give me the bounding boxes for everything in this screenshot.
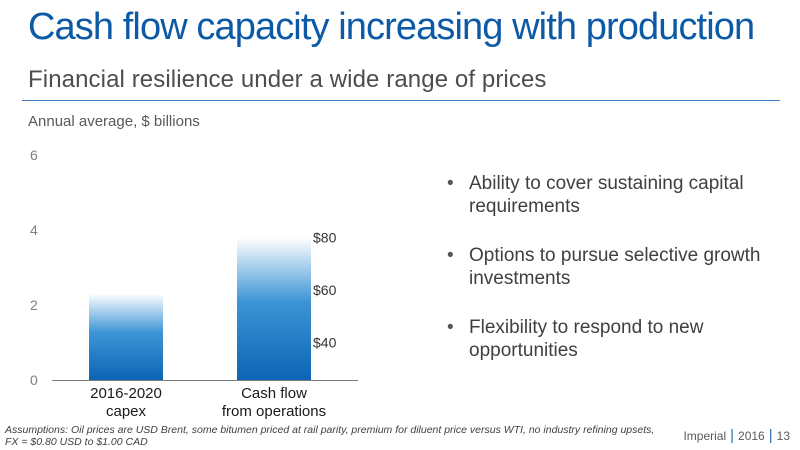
price-annotation: $40 — [313, 335, 337, 351]
bar — [237, 237, 311, 380]
price-annotation: $80 — [313, 230, 337, 246]
x-category-label: 2016-2020 — [90, 385, 162, 402]
footer-separator: | — [730, 427, 735, 444]
footer-year: 2016 — [738, 429, 765, 443]
x-category-label: capex — [106, 403, 147, 420]
key-points-list: Ability to cover sustaining capital requ… — [447, 172, 767, 388]
y-tick-label: 2 — [30, 297, 38, 313]
title-divider — [22, 100, 780, 101]
footer-company: Imperial — [683, 429, 727, 443]
bullet-item: Ability to cover sustaining capital requ… — [447, 172, 767, 218]
bullet-item: Options to pursue selective growth inves… — [447, 244, 767, 290]
y-tick-label: 6 — [30, 147, 38, 163]
bullet-item: Flexibility to respond to new opportunit… — [447, 316, 767, 362]
x-category-label: from operations — [222, 403, 326, 420]
footer-separator: | — [768, 427, 773, 444]
chart-unit-label: Annual average, $ billions — [28, 113, 200, 130]
page-number: 13 — [776, 429, 790, 443]
slide-title: Cash flow capacity increasing with produ… — [28, 6, 755, 48]
y-tick-label: 0 — [30, 372, 38, 388]
bar — [89, 293, 163, 380]
price-annotation: $60 — [313, 282, 337, 298]
x-category-label: Cash flow — [241, 385, 307, 402]
slide-footer: Imperial | 2016 | 13 — [683, 427, 790, 444]
slide-subtitle: Financial resilience under a wide range … — [28, 66, 547, 93]
assumptions-footnote: Assumptions: Oil prices are USD Brent, s… — [5, 424, 655, 448]
y-tick-label: 4 — [30, 222, 38, 238]
